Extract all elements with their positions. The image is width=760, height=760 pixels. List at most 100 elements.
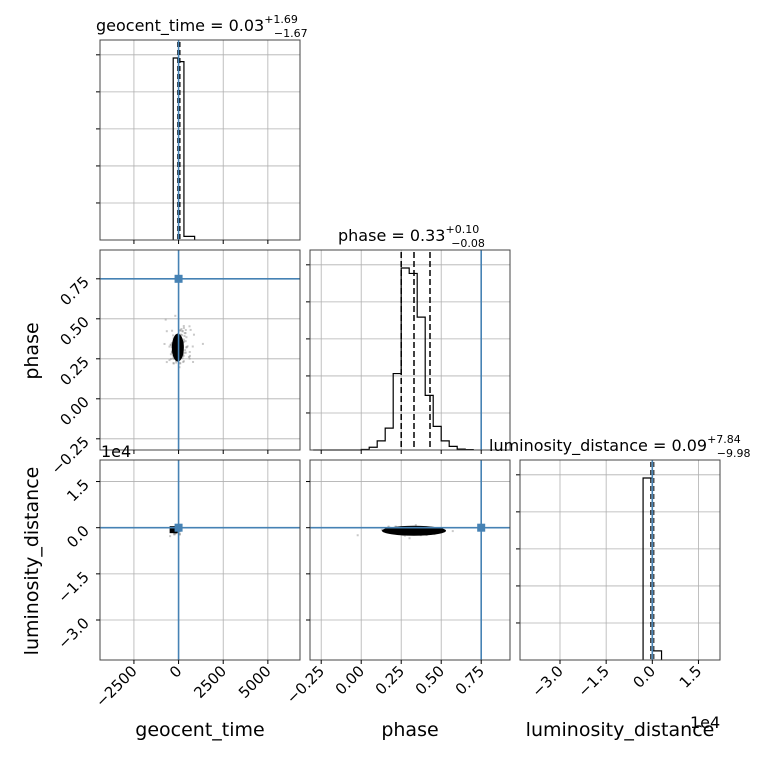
scatter-point [356, 534, 359, 537]
ytick-label-1-3: 0.50 [56, 313, 92, 349]
xtick-label-2-1: −1.5 [574, 662, 612, 700]
scatter-point [165, 330, 168, 333]
xlabel-phase: phase [381, 719, 438, 741]
scatter-point [185, 346, 188, 349]
scatter-point [173, 533, 176, 536]
scatter-point [387, 525, 390, 528]
truth-marker-2-0 [174, 523, 183, 532]
panel-bg-0-0 [100, 40, 300, 240]
scatter-point [180, 328, 183, 331]
xtick-label-0-2: 2500 [190, 662, 230, 702]
scatter-point [178, 366, 181, 369]
scatter-point [171, 351, 174, 354]
ytick-label-2-2: 0.0 [63, 522, 93, 552]
scatter-point [174, 314, 177, 317]
density-core-2-0 [169, 526, 178, 534]
ytick-label-1-2: 0.25 [56, 353, 92, 389]
xtick-label-2-2: 0.0 [630, 662, 660, 692]
scatter-point [183, 334, 186, 337]
scatter-point [174, 532, 177, 535]
scatter-point [175, 361, 178, 364]
panel-bg-2-2 [520, 460, 720, 660]
scatter-point [188, 351, 191, 354]
scatter-point [414, 524, 417, 527]
scatter-point [184, 340, 187, 343]
xtick-label-0-0: −2500 [92, 662, 141, 711]
panel-frame-0-0 [99, 39, 301, 241]
scatter-point [188, 354, 191, 357]
exponent-label-x: 1e4 [690, 713, 720, 732]
scatter-point [176, 530, 179, 533]
scatter-point [171, 329, 174, 332]
scatter-point [172, 334, 175, 337]
scatter-point [394, 525, 397, 528]
scatter-point [185, 346, 188, 349]
scatter-point [165, 361, 168, 364]
ytick-label-2-0: −3.0 [54, 614, 92, 652]
scatter-point [172, 357, 175, 360]
scatter-point [182, 354, 185, 357]
scatter-point [170, 342, 173, 345]
scatter-point [172, 362, 175, 365]
xtick-label-1-3: 0.50 [412, 662, 448, 698]
scatter-point [170, 351, 173, 354]
scatter-point [188, 325, 191, 328]
panel-frame-1-0 [99, 249, 301, 451]
scatter-point [178, 533, 181, 536]
exponent-label-y: 1e4 [101, 442, 131, 461]
xlabel-luminosity-distance: luminosity_distance [526, 719, 715, 741]
scatter-point [182, 340, 185, 343]
scatter-point [169, 353, 172, 356]
scatter-point [178, 532, 181, 535]
scatter-point [182, 326, 185, 329]
scatter-point [183, 351, 186, 354]
scatter-point [186, 345, 189, 348]
scatter-point [185, 336, 188, 339]
hist-geocent-time [172, 57, 196, 240]
panel-bg-1-1 [310, 250, 510, 450]
scatter-point [188, 357, 191, 360]
title-luminosity-distance: luminosity_distance = 0.09+7.84 −9.98 [489, 433, 751, 460]
scatter-point [173, 532, 176, 535]
panel-frame-2-2 [519, 459, 721, 661]
scatter-point [169, 535, 172, 538]
scatter-point [182, 353, 185, 356]
scatter-point [172, 532, 175, 535]
ylabel-phase: phase [21, 322, 43, 379]
ytick-label-2-1: −1.5 [54, 568, 92, 606]
scatter-point [173, 532, 176, 535]
ytick-label-2-3: 1.5 [63, 476, 93, 506]
scatter-point [170, 343, 173, 346]
scatter-point [187, 355, 190, 358]
scatter-point [164, 318, 167, 321]
scatter-point [183, 332, 186, 335]
scatter-point [182, 338, 185, 341]
xtick-label-1-4: 0.75 [452, 662, 488, 698]
xtick-label-1-2: 0.25 [372, 662, 408, 698]
truth-marker-1-0 [174, 274, 183, 283]
ytick-label-1-4: 0.75 [56, 273, 92, 309]
scatter-point [184, 328, 187, 331]
scatter-point [179, 329, 182, 332]
scatter-point [184, 351, 187, 354]
xtick-label-0-1: 0 [166, 662, 185, 681]
scatter-point [184, 332, 187, 335]
panel-bg-1-0 [100, 250, 300, 450]
scatter-point [179, 329, 182, 332]
panel-frame-1-1 [309, 249, 511, 451]
xtick-label-2-0: −3.0 [528, 662, 566, 700]
panel-frame-2-0 [99, 459, 301, 661]
scatter-point [181, 330, 184, 333]
scatter-point [172, 357, 175, 360]
scatter-point [168, 345, 171, 348]
panel-bg-2-1 [310, 460, 510, 660]
xlabel-geocent-time: geocent_time [135, 719, 264, 741]
scatter-point [170, 345, 173, 348]
scatter-point [182, 360, 185, 363]
scatter-point [179, 362, 182, 365]
scatter-point [175, 360, 178, 363]
scatter-point [172, 362, 175, 365]
title-phase: phase = 0.33+0.10 −0.08 [338, 223, 485, 250]
xtick-label-1-1: 0.00 [332, 662, 368, 698]
scatter-point [174, 532, 177, 535]
